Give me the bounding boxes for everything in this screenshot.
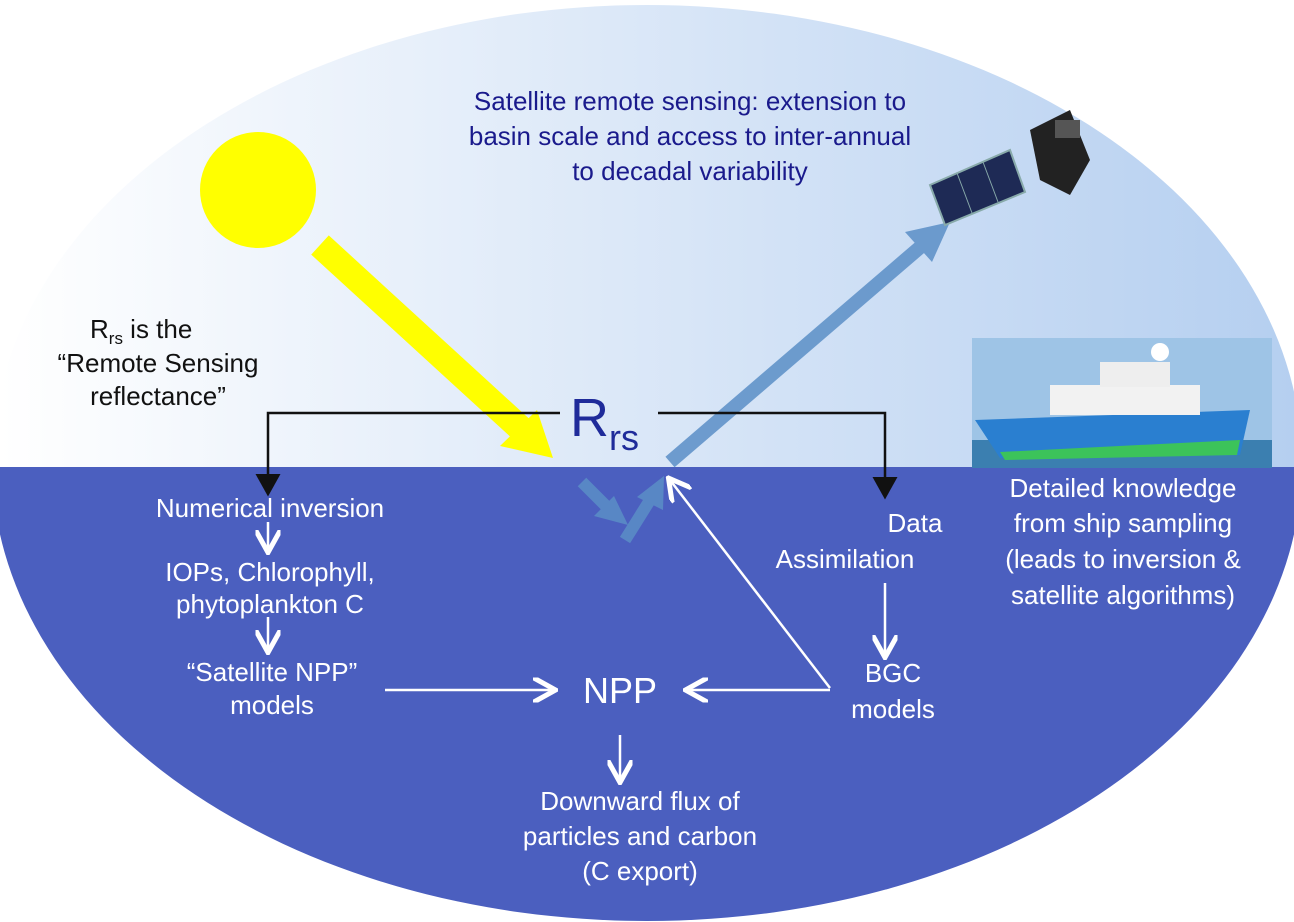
data-assimilation: Assimilation: [776, 544, 915, 574]
satellite-note: basin scale and access to inter-annual: [469, 121, 911, 151]
numerical-inversion: Numerical inversion: [156, 493, 384, 523]
sun: [200, 132, 316, 248]
npp: NPP: [583, 670, 657, 711]
satellite-npp: “Satellite NPP”: [187, 657, 358, 687]
rrs-note: “Remote Sensing: [58, 348, 259, 378]
iops: IOPs, Chlorophyll,: [165, 557, 375, 587]
satellite-note: to decadal variability: [572, 156, 808, 186]
satellite-note: Satellite remote sensing: extension to: [474, 86, 906, 116]
rrs-note-rest: is the: [123, 314, 192, 344]
rrs-note: Rrs is the: [90, 314, 192, 348]
data-assimilation: Data: [888, 508, 943, 538]
ship-note: Detailed knowledge: [1010, 473, 1237, 503]
bgc-models: models: [851, 694, 935, 724]
diagram: Satellite remote sensing: extension to b…: [0, 0, 1294, 922]
satellite-npp: models: [230, 690, 314, 720]
export: particles and carbon: [523, 821, 757, 851]
rrs-note: reflectance”: [90, 381, 226, 411]
rrs-note-sub: rs: [109, 329, 123, 348]
ship-photo: [972, 338, 1272, 468]
ship-note: (leads to inversion &: [1005, 544, 1241, 574]
bgc-models: BGC: [865, 658, 921, 688]
rrs-center-sub: rs: [609, 417, 639, 458]
export: Downward flux of: [540, 786, 740, 816]
export: (C export): [582, 856, 698, 886]
iops: phytoplankton C: [176, 589, 364, 619]
rrs-center-base: R: [570, 388, 609, 448]
ship-note: satellite algorithms): [1011, 580, 1235, 610]
rrs-note-base: R: [90, 314, 109, 344]
ship-note: from ship sampling: [1014, 508, 1232, 538]
